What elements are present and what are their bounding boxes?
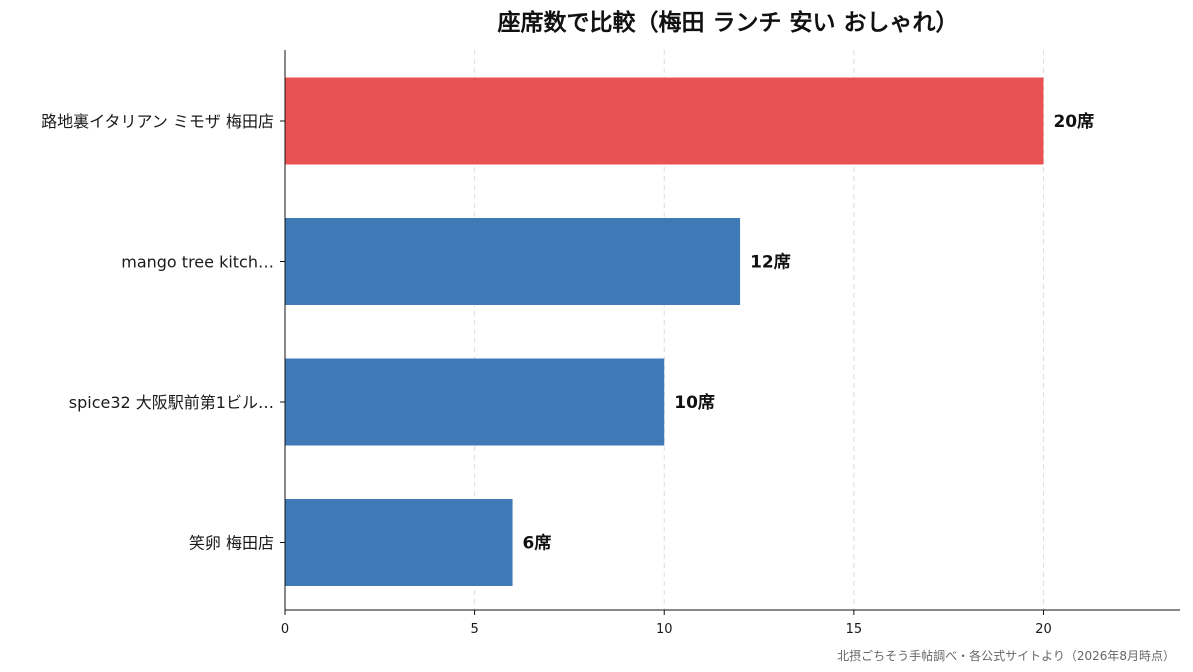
category-label: 笑卵 梅田店	[189, 534, 274, 553]
bar	[285, 499, 513, 586]
x-tick-label: 15	[846, 622, 863, 637]
x-tick-label: 5	[470, 622, 478, 637]
value-label: 12席	[750, 252, 791, 273]
category-label: 路地裏イタリアン ミモザ 梅田店	[41, 112, 274, 131]
x-tick-label: 0	[281, 622, 289, 637]
value-label: 10席	[674, 392, 715, 413]
value-label: 6席	[523, 533, 552, 554]
axes	[280, 50, 1180, 615]
bar	[285, 77, 1044, 165]
category-label: spice32 大阪駅前第1ビル…	[69, 393, 274, 412]
chart-title: 座席数で比較（梅田 ランチ 安い おしゃれ）	[497, 9, 958, 36]
x-tick-label: 20	[1035, 622, 1052, 637]
labels: 0 5 10 15 20 路地裏イタリアン ミモザ 梅田店 20席 mango tree ki…	[41, 111, 1094, 637]
source-note: 北摂ごちそう手帖調べ・各公式サイトより（2026年8月時点）	[837, 648, 1175, 663]
value-label: 20席	[1053, 111, 1094, 132]
x-tick-label: 10	[656, 622, 673, 637]
bar	[285, 358, 665, 446]
category-label: mango tree kitch…	[121, 253, 274, 272]
bar	[285, 218, 741, 305]
bars	[285, 77, 1044, 586]
